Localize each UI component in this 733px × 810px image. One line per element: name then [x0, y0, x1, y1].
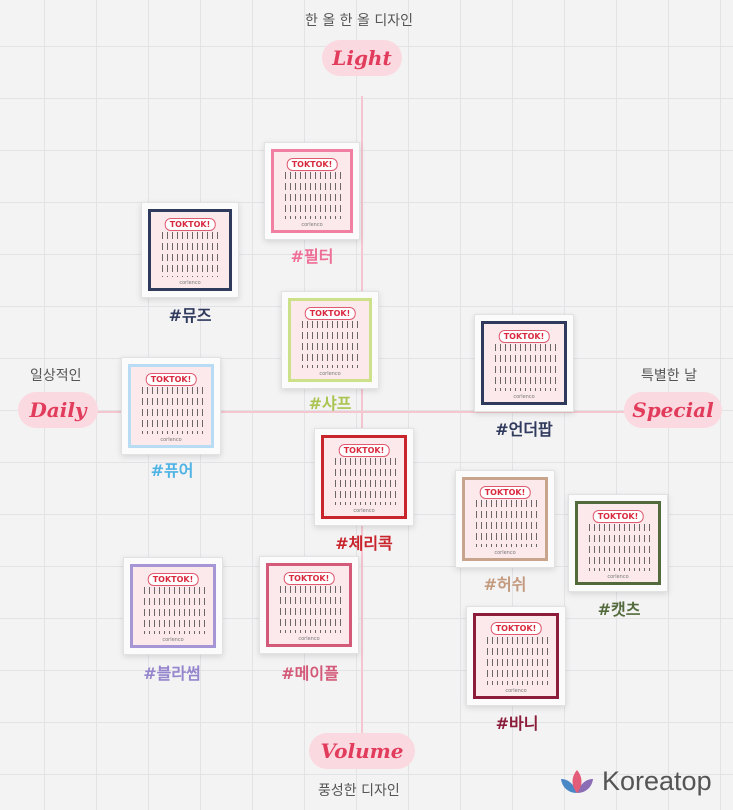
product-maple: TOKTOK! corlenco [259, 556, 359, 654]
card-logo: TOKTOK! [145, 373, 197, 386]
product-cherrycoke: TOKTOK! corlenco [314, 428, 414, 526]
product-cats: TOKTOK! corlenco [568, 494, 668, 592]
card-logo: TOKTOK! [304, 307, 356, 320]
product-filter: TOKTOK! corlenco [264, 142, 360, 240]
card-brand: corlenco [179, 280, 201, 286]
product-card: TOKTOK! corlenco [473, 613, 559, 699]
product-card: TOKTOK! corlenco [575, 501, 661, 585]
card-brand: corlenco [505, 688, 527, 694]
product-label-bunny: #바니 [495, 714, 539, 733]
product-card: TOKTOK! corlenco [481, 321, 567, 405]
product-hush: TOKTOK! corlenco [455, 470, 555, 568]
product-label-filter: #필터 [290, 247, 334, 266]
card-logo: TOKTOK! [338, 444, 390, 457]
lash-rows [487, 636, 548, 685]
product-label-blossom: #블라썸 [143, 664, 201, 683]
card-logo: TOKTOK! [147, 573, 199, 586]
product-label-cats: #캣츠 [597, 600, 641, 619]
card-logo: TOKTOK! [286, 158, 338, 171]
lash-rows [589, 524, 650, 572]
product-label-hush: #허쉬 [483, 575, 527, 594]
lash-rows [284, 172, 343, 220]
product-sharp: TOKTOK! corlenco [281, 291, 379, 389]
product-blossom: TOKTOK! corlenco [123, 557, 223, 655]
card-logo: TOKTOK! [283, 572, 335, 585]
card-logo: TOKTOK! [479, 486, 531, 499]
card-brand: corlenco [353, 508, 375, 514]
left-axis-caption: 일상적인 [30, 368, 82, 384]
product-card: TOKTOK! corlenco [128, 364, 214, 448]
card-logo: TOKTOK! [164, 218, 216, 231]
card-logo: TOKTOK! [592, 510, 644, 523]
card-logo: TOKTOK! [490, 622, 542, 635]
bottom-axis-caption: 풍성한 디자인 [318, 783, 400, 799]
lash-rows [144, 587, 205, 635]
koreatop-logo: Koreatop [558, 766, 712, 797]
product-card: TOKTOK! corlenco [266, 563, 352, 647]
product-card: TOKTOK! corlenco [288, 298, 372, 382]
lash-rows [495, 344, 556, 392]
daily-axis-pill: Daily [18, 392, 98, 428]
product-card: TOKTOK! corlenco [271, 149, 353, 233]
lash-rows [161, 231, 222, 278]
light-axis-pill: Light [322, 40, 402, 76]
product-pure: TOKTOK! corlenco [121, 357, 221, 455]
koreatop-wordmark: Koreatop [602, 766, 712, 796]
card-brand: corlenco [298, 636, 320, 642]
vertical-axis-line [361, 96, 363, 736]
horizontal-axis-line [95, 411, 625, 413]
card-brand: corlenco [513, 394, 535, 400]
card-logo: TOKTOK! [498, 330, 550, 343]
lash-rows [280, 586, 341, 634]
product-underpop: TOKTOK! corlenco [474, 314, 574, 412]
card-brand: corlenco [607, 574, 629, 580]
right-axis-caption: 특별한 날 [641, 368, 697, 384]
volume-axis-pill: Volume [309, 733, 415, 769]
product-label-cherrycoke: #체리콕 [335, 534, 393, 553]
product-label-muse: #뮤즈 [168, 306, 212, 325]
product-label-maple: #메이플 [281, 664, 339, 683]
product-bunny: TOKTOK! corlenco [466, 606, 566, 706]
lash-rows [335, 458, 396, 506]
card-brand: corlenco [160, 437, 182, 443]
lash-rows [142, 387, 203, 435]
product-card: TOKTOK! corlenco [148, 209, 232, 291]
card-brand: corlenco [494, 550, 516, 556]
top-axis-caption: 한 올 한 올 디자인 [305, 13, 413, 29]
product-card: TOKTOK! corlenco [130, 564, 216, 648]
card-brand: corlenco [162, 637, 184, 643]
lotus-icon [561, 769, 593, 793]
special-axis-pill: Special [624, 392, 722, 428]
lash-rows [476, 500, 537, 548]
card-brand: corlenco [301, 222, 323, 228]
product-label-sharp: #샤프 [308, 394, 352, 413]
product-label-underpop: #언더팝 [495, 420, 553, 439]
product-label-pure: #퓨어 [150, 461, 194, 480]
product-card: TOKTOK! corlenco [462, 477, 548, 561]
product-card: TOKTOK! corlenco [321, 435, 407, 519]
product-muse: TOKTOK! corlenco [141, 202, 239, 298]
lash-rows [301, 321, 362, 369]
card-brand: corlenco [319, 371, 341, 377]
